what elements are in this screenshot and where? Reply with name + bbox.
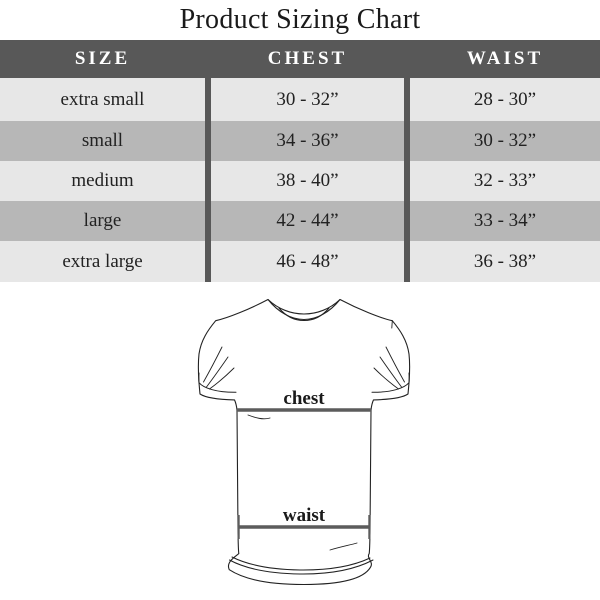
svg-text:waist: waist [283, 505, 326, 526]
svg-text:chest: chest [283, 388, 325, 409]
